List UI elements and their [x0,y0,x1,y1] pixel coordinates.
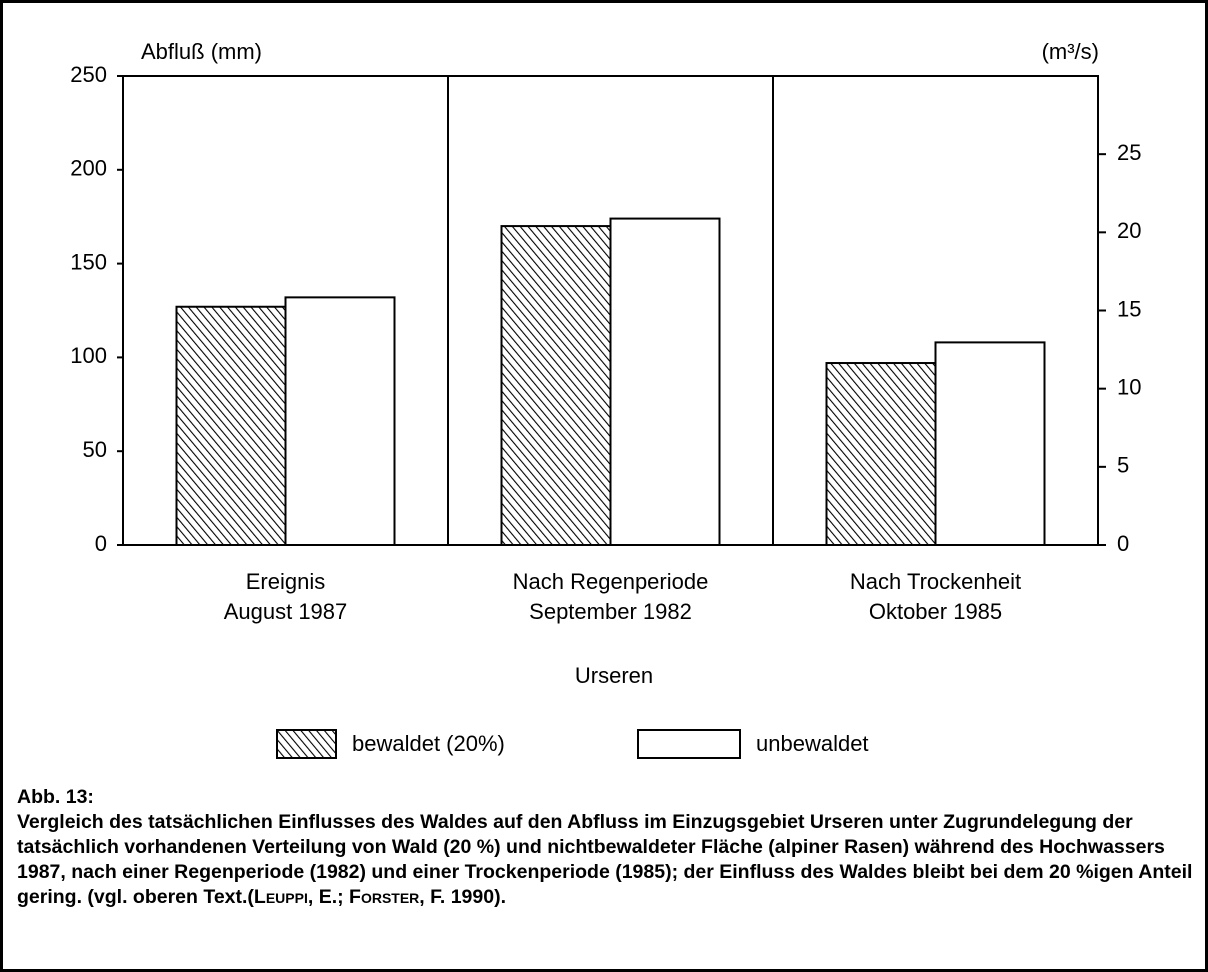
y-tick-label: 250 [70,62,107,87]
y2-tick-label: 5 [1117,453,1129,478]
legend-label: unbewaldet [756,731,869,756]
y2-tick-label: 15 [1117,296,1141,321]
caption-text: , E.; [307,886,350,908]
y2-tick-label: 25 [1117,140,1141,165]
y2-axis-label: (m³/s) [1042,39,1099,64]
x-tick-label: August 1987 [224,599,348,624]
chart: Abfluß (mm) (m³/s) Urseren 0501001502002… [70,39,1141,759]
legend-swatch [637,729,741,759]
caption-label: Abb. 13: [17,786,94,808]
bar [284,296,396,547]
y-tick-label: 200 [70,156,107,181]
caption-text: Vergleich des tatsächlichen Einflusses d… [17,811,1193,908]
caption-author: Leuppi [253,886,308,908]
legend-label: bewaldet (20%) [352,731,505,756]
y-axis-label: Abfluß (mm) [141,39,262,64]
bar [825,362,937,547]
legend-swatch [276,729,337,759]
y-tick-label: 0 [95,531,107,556]
y2-tick-label: 0 [1117,531,1129,556]
y-tick-label: 100 [70,343,107,368]
caption: Abb. 13: Vergleich des tatsächlichen Einf… [17,785,1197,910]
bar [500,225,612,547]
y-tick-label: 50 [83,437,107,462]
x-tick-label: Nach Regenperiode [513,569,709,594]
caption-text: , F. 1990). [419,886,506,908]
bar [609,217,721,547]
x-axis-label: Urseren [575,663,653,688]
x-tick-label: September 1982 [529,599,692,624]
caption-author: Forster [349,886,420,908]
bar [934,341,1046,546]
bar [175,305,287,546]
x-tick-label: Ereignis [246,569,325,594]
y2-tick-label: 20 [1117,218,1141,243]
y-tick-label: 150 [70,249,107,274]
y2-tick-label: 10 [1117,374,1141,399]
x-tick-label: Nach Trockenheit [850,569,1021,594]
x-tick-label: Oktober 1985 [869,599,1002,624]
